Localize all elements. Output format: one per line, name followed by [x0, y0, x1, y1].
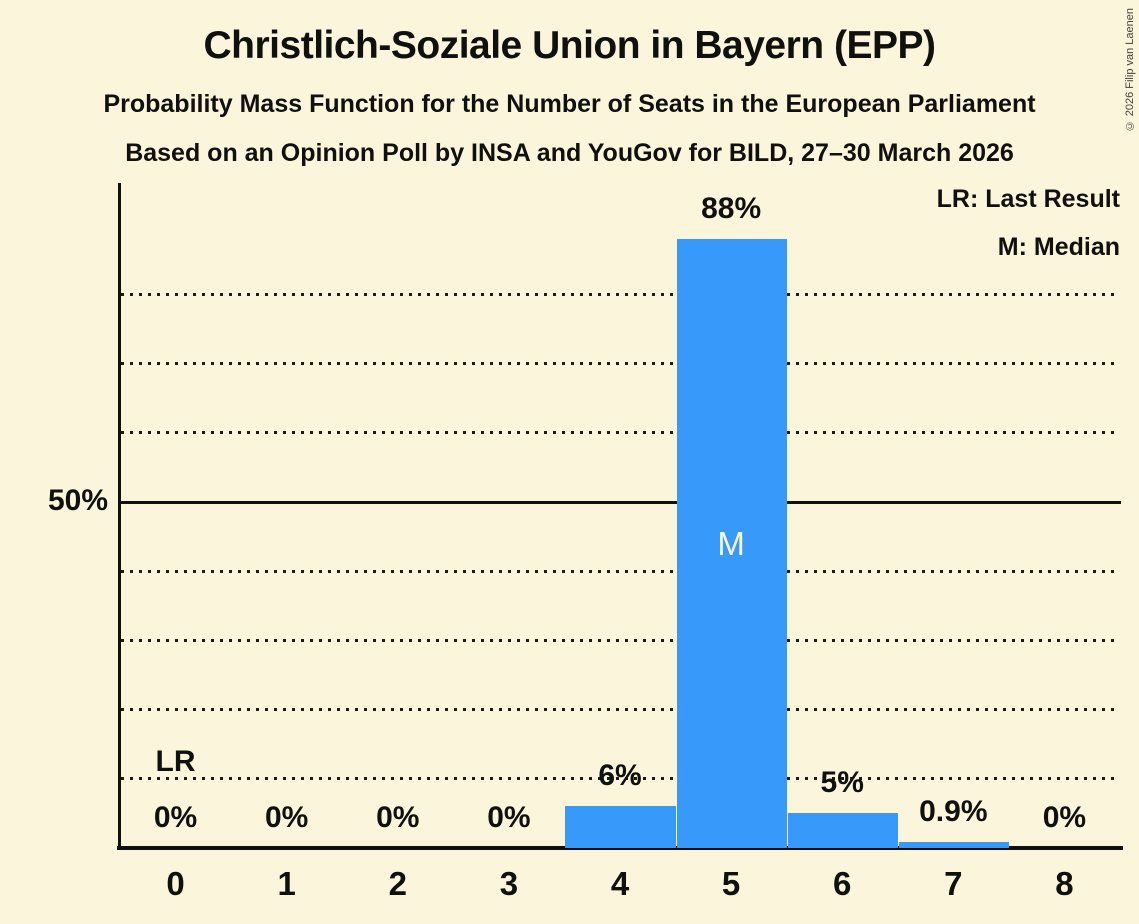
x-tick-label-3: 3: [499, 865, 519, 902]
bar-value-label-seat-6: 5%: [820, 766, 864, 799]
bar-value-label-seat-0: 0%: [153, 801, 198, 834]
x-tick-label-2: 2: [388, 865, 407, 902]
last-result-label: LR: [155, 745, 196, 778]
median-label: M: [717, 525, 745, 562]
x-tick-label-0: 0: [166, 865, 185, 902]
bar-value-label-seat-8: 0%: [1042, 801, 1087, 834]
bar-value-label-seat-2: 0%: [376, 801, 420, 834]
gridline-40pct: [121, 570, 1117, 573]
chart-source-line: Based on an Opinion Poll by INSA and You…: [125, 139, 1014, 167]
bar-value-label-seat-5: 88%: [701, 192, 762, 225]
gridline-80pct: [121, 293, 1117, 296]
bar-value-label-seat-4: 6%: [598, 759, 642, 792]
bar-value-label-seat-7: 0.9%: [919, 795, 988, 828]
x-tick-label-4: 4: [610, 865, 630, 902]
gridline-20pct: [121, 708, 1117, 711]
gridline-10pct: [121, 777, 1117, 780]
y-axis-line: [118, 183, 121, 848]
x-axis-line: [117, 846, 1123, 850]
x-tick-label-6: 6: [833, 865, 852, 902]
legend-median: M: Median: [997, 233, 1120, 261]
bar-seat-6: [787, 813, 898, 848]
bar-seat-5: [676, 239, 787, 848]
chart-title: Christlich-Soziale Union in Bayern (EPP): [203, 24, 936, 67]
y-tick-label-50: 50%: [47, 484, 108, 517]
gridline-30pct: [121, 639, 1117, 642]
bar-value-label-seat-1: 0%: [264, 801, 309, 834]
chart-subtitle: Probability Mass Function for the Number…: [103, 90, 1036, 118]
x-tick-label-7: 7: [944, 865, 963, 902]
x-tick-label-8: 8: [1055, 865, 1074, 902]
bar-seat-4: [565, 806, 676, 848]
legend-last-result: LR: Last Result: [936, 185, 1120, 213]
gridline-solid-50pct: [121, 501, 1121, 504]
gridline-60pct: [121, 431, 1117, 434]
bar-seat-7: [898, 841, 1009, 848]
x-tick-label-1: 1: [277, 865, 296, 902]
chart-legend: LR: Last Result M: Median: [937, 184, 1120, 280]
x-tick-label-5: 5: [721, 865, 741, 902]
bar-value-label-seat-3: 0%: [487, 801, 531, 834]
gridline-70pct: [121, 362, 1117, 365]
